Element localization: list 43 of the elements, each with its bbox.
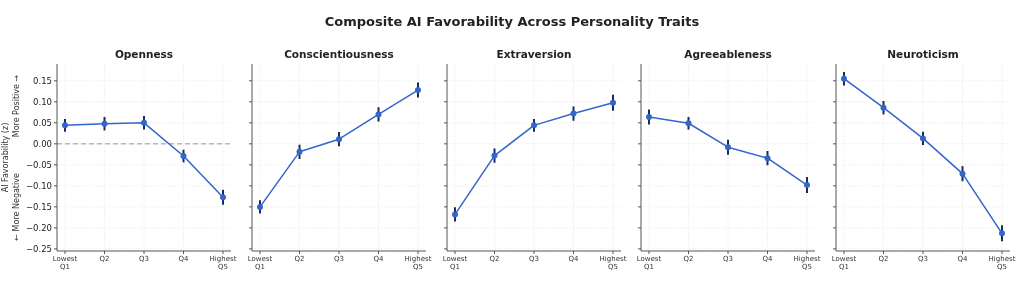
y-axis-title: AI Favorability (z) bbox=[1, 122, 10, 193]
point bbox=[101, 120, 108, 127]
point bbox=[257, 203, 263, 210]
point bbox=[920, 135, 926, 142]
point bbox=[841, 75, 847, 82]
chart-title: Openness bbox=[114, 48, 174, 60]
point bbox=[685, 120, 692, 127]
point bbox=[646, 113, 652, 120]
point bbox=[764, 155, 771, 162]
point bbox=[531, 122, 537, 129]
y-tick-label: −0.25 bbox=[25, 243, 52, 254]
point bbox=[296, 148, 303, 155]
y-tick-label: −0.10 bbox=[25, 180, 52, 191]
text: More Positive → bbox=[12, 74, 21, 138]
text: Composite AI Favorability Across Personality Traits bbox=[324, 14, 700, 29]
y-tick-label: 0.00 bbox=[33, 138, 52, 149]
point bbox=[220, 194, 226, 201]
chart-title: Conscientiousness bbox=[284, 48, 394, 60]
y-tick-label: −0.20 bbox=[25, 222, 52, 233]
point bbox=[375, 111, 382, 118]
point bbox=[804, 182, 810, 189]
point bbox=[336, 136, 342, 143]
point bbox=[180, 153, 187, 160]
point bbox=[610, 99, 616, 106]
chart-title: Extraversion bbox=[496, 48, 572, 60]
point bbox=[999, 230, 1005, 237]
chart-title: Neuroticism bbox=[887, 48, 959, 60]
y-tick-label: 0.15 bbox=[33, 75, 52, 86]
point bbox=[452, 211, 458, 218]
point bbox=[62, 122, 68, 129]
point bbox=[959, 170, 966, 177]
point bbox=[725, 144, 731, 151]
text: ← More Negative bbox=[12, 173, 21, 241]
y-tick-label: 0.10 bbox=[33, 96, 52, 107]
point bbox=[491, 152, 498, 159]
chart-title: Agreeableness bbox=[684, 48, 772, 60]
point bbox=[141, 119, 147, 126]
y-tick-label: −0.05 bbox=[25, 159, 52, 170]
point bbox=[880, 104, 887, 111]
point bbox=[415, 87, 421, 94]
y-tick-label: −0.15 bbox=[25, 201, 52, 212]
y-tick-label: 0.05 bbox=[33, 117, 52, 128]
point bbox=[570, 110, 577, 117]
